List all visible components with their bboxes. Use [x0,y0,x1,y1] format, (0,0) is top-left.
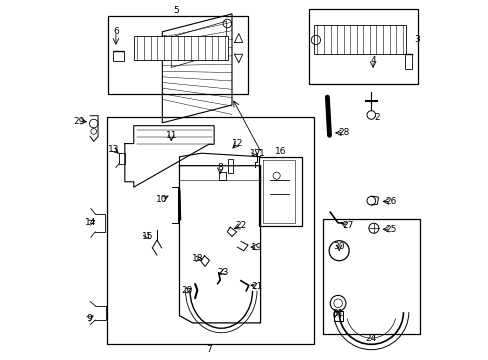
Text: 22: 22 [235,221,246,230]
Text: 10: 10 [156,195,167,204]
Text: 13: 13 [108,145,120,154]
Text: 15: 15 [142,232,153,241]
Text: 1: 1 [258,149,264,158]
Text: 31: 31 [332,310,343,319]
Bar [134,36,228,60]
Bar [323,219,419,334]
Text: 20: 20 [181,285,193,294]
Text: 12: 12 [231,139,243,148]
Text: 23: 23 [217,268,228,277]
Text: 3: 3 [414,36,419,45]
Bar [107,117,313,344]
Text: 24: 24 [365,334,376,343]
Text: 19: 19 [251,243,262,252]
Text: 7: 7 [205,345,211,354]
Text: 18: 18 [192,254,203,263]
Bar [313,24,405,54]
Bar [108,16,247,94]
Text: 28: 28 [338,129,349,138]
Text: 14: 14 [85,218,97,227]
Text: 27: 27 [342,221,353,230]
Bar [113,51,124,62]
Text: 29: 29 [74,117,85,126]
Text: 25: 25 [385,225,396,234]
Text: 4: 4 [369,56,375,65]
Text: 16: 16 [274,147,285,156]
Bar [258,157,301,226]
Text: 30: 30 [333,242,344,251]
Text: 6: 6 [113,27,119,36]
Text: 21: 21 [251,282,262,291]
Bar [404,54,411,68]
Text: 8: 8 [217,163,223,172]
Text: 2: 2 [374,113,380,122]
Text: 9: 9 [86,314,91,323]
Bar [308,9,417,84]
Text: 17: 17 [249,149,261,158]
Text: 26: 26 [385,197,396,206]
Text: 5: 5 [173,6,179,15]
Text: 11: 11 [165,131,177,140]
